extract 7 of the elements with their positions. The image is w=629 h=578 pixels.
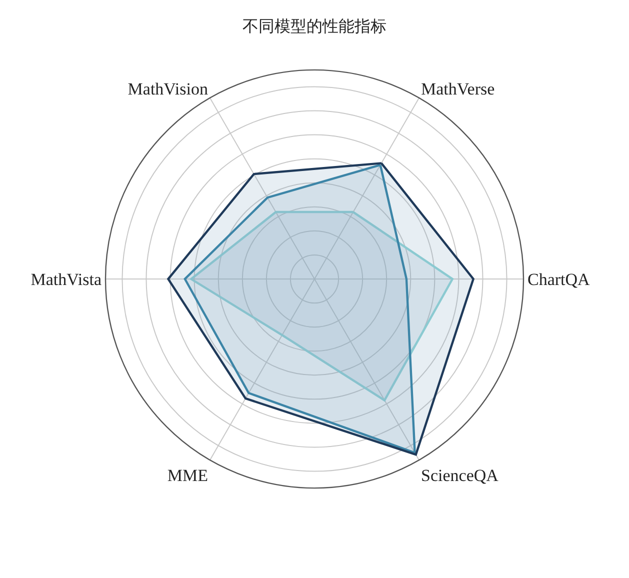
spoke-label: MathVision — [128, 80, 208, 99]
chart-title: 不同模型的性能指标 — [242, 16, 386, 36]
spoke-label: MathVerse — [421, 80, 495, 99]
spoke-label: MathVista — [30, 270, 102, 289]
spoke-label: MME — [167, 466, 208, 486]
spoke-label: ScienceQA — [421, 466, 500, 486]
spoke-label: ChartQA — [528, 270, 591, 289]
